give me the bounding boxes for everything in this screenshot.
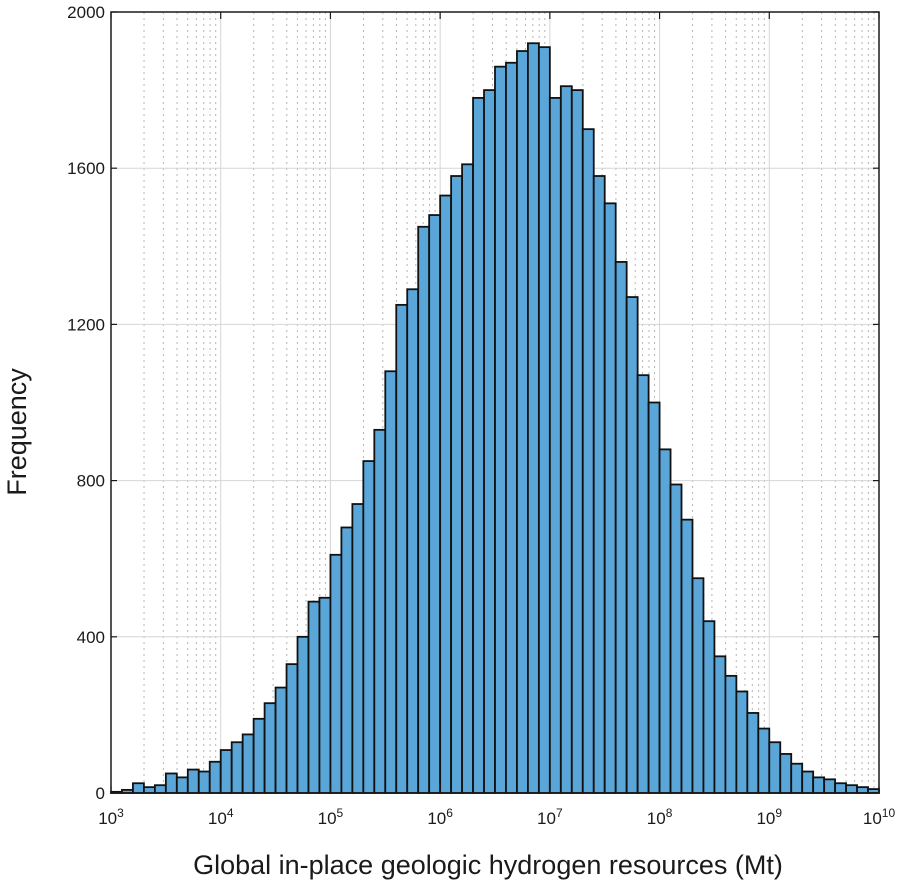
- histogram-bar: [373, 428, 387, 794]
- histogram-bar: [592, 175, 606, 794]
- x-tick-label: 107: [537, 806, 563, 828]
- histogram-bar: [406, 288, 420, 794]
- histogram-bar: [746, 712, 760, 794]
- histogram-bar: [450, 175, 463, 794]
- histogram-bar: [636, 374, 650, 794]
- y-tick-label: 1200: [67, 315, 105, 334]
- histogram-bar: [285, 663, 299, 794]
- histogram-bar: [680, 518, 694, 794]
- x-tick-label: 109: [756, 806, 782, 828]
- histogram-bar: [340, 526, 354, 794]
- x-tick-label: 105: [318, 806, 344, 828]
- histogram-bar: [603, 202, 617, 794]
- histogram-bar: [647, 401, 661, 794]
- histogram-bar: [669, 483, 683, 794]
- x-axis-label: Global in-place geologic hydrogen resour…: [193, 850, 783, 880]
- y-tick-label: 2000: [67, 3, 105, 22]
- histogram-bar: [362, 460, 376, 794]
- y-tick-label: 400: [77, 628, 105, 647]
- x-tick-label: 108: [647, 806, 673, 828]
- histogram-bar: [527, 42, 540, 794]
- bars-layer: [110, 42, 880, 794]
- histogram-bar: [318, 596, 332, 794]
- histogram-bar: [494, 65, 507, 794]
- histogram-bar: [724, 674, 738, 794]
- histogram-bar: [439, 194, 453, 794]
- histogram-bar: [164, 772, 178, 794]
- histogram-bar: [559, 85, 573, 794]
- histogram-bar: [307, 600, 321, 794]
- plot-frame: [110, 11, 880, 794]
- histogram-bar: [263, 702, 277, 794]
- ticks-layer: 0 400 800 1200 1600 2000 103 104 105 106 107 108 109…: [67, 3, 895, 828]
- histogram-bar: [296, 635, 310, 794]
- histogram-bar: [548, 97, 562, 794]
- histogram-bar: [384, 370, 398, 794]
- histogram-bar: [472, 97, 485, 794]
- y-tick-label: 1600: [67, 159, 105, 178]
- histogram-bar: [845, 784, 858, 794]
- histogram-bar: [417, 225, 431, 794]
- histogram-bar: [516, 50, 529, 794]
- histogram-bar: [581, 128, 595, 794]
- histogram-bar: [570, 89, 584, 794]
- histogram-bar: [208, 760, 222, 794]
- histogram-bar: [691, 577, 705, 794]
- histogram-bar: [143, 786, 156, 794]
- histogram-bar: [625, 296, 639, 794]
- histogram-bar: [702, 620, 716, 794]
- histogram-bar: [801, 770, 815, 794]
- histogram-bar: [241, 733, 255, 794]
- histogram-bar: [779, 753, 793, 794]
- histogram-bar: [834, 782, 847, 794]
- histogram-bar: [329, 553, 343, 794]
- histogram-bar: [823, 778, 837, 794]
- histogram-bar: [483, 89, 496, 794]
- histogram-bar: [790, 762, 804, 794]
- histogram-bar: [197, 770, 211, 794]
- histogram-bar: [768, 741, 782, 794]
- histogram-bar: [219, 749, 233, 794]
- histogram-bar: [186, 768, 200, 794]
- x-tick-label: 104: [208, 806, 234, 828]
- histogram-bar: [812, 776, 826, 794]
- histogram-bar: [230, 741, 244, 794]
- histogram-bar: [735, 690, 749, 794]
- y-tick-label: 800: [77, 472, 105, 491]
- histogram-bar: [428, 214, 442, 794]
- histogram-bar: [461, 163, 474, 794]
- x-tick-label: 103: [98, 806, 124, 828]
- x-tick-label: 106: [427, 806, 453, 828]
- histogram-bar: [252, 717, 266, 794]
- histogram-bar: [132, 782, 145, 794]
- histogram-bar: [713, 655, 727, 794]
- histogram-bar: [537, 46, 551, 794]
- histogram-bar: [757, 727, 771, 794]
- histogram-bar: [175, 776, 189, 794]
- histogram-bar: [351, 503, 365, 794]
- x-tick-label: 1010: [863, 806, 896, 828]
- histogram-bar: [505, 61, 518, 794]
- histogram-bar: [395, 303, 409, 794]
- histogram-bar: [274, 686, 288, 794]
- histogram-bar: [856, 786, 869, 794]
- histogram-bar: [614, 261, 628, 794]
- y-tick-label: 0: [96, 784, 105, 803]
- axes-layer: [110, 11, 880, 794]
- histogram-bar: [658, 448, 672, 794]
- y-axis-label: Frequency: [2, 368, 32, 496]
- histogram-bar: [153, 784, 167, 794]
